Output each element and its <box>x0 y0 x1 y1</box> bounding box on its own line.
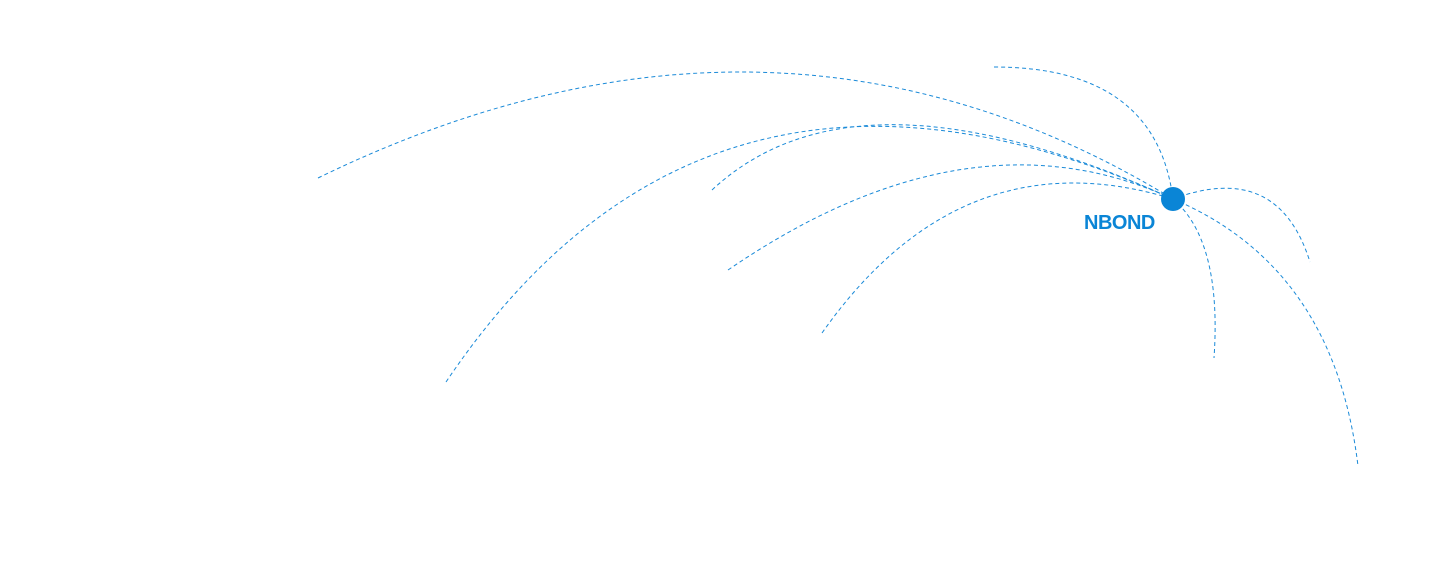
connection-arc <box>1172 198 1359 467</box>
connection-arc <box>821 182 1174 334</box>
connection-arc <box>1172 187 1311 263</box>
connection-arc <box>727 164 1174 271</box>
connection-arc <box>445 125 1174 383</box>
connection-arc <box>317 71 1174 200</box>
connection-arc <box>993 66 1174 200</box>
hub-node[interactable] <box>1161 187 1185 211</box>
connection-arc <box>711 124 1174 200</box>
hub-label: NBOND <box>1084 212 1155 234</box>
connection-arc <box>1172 198 1216 359</box>
